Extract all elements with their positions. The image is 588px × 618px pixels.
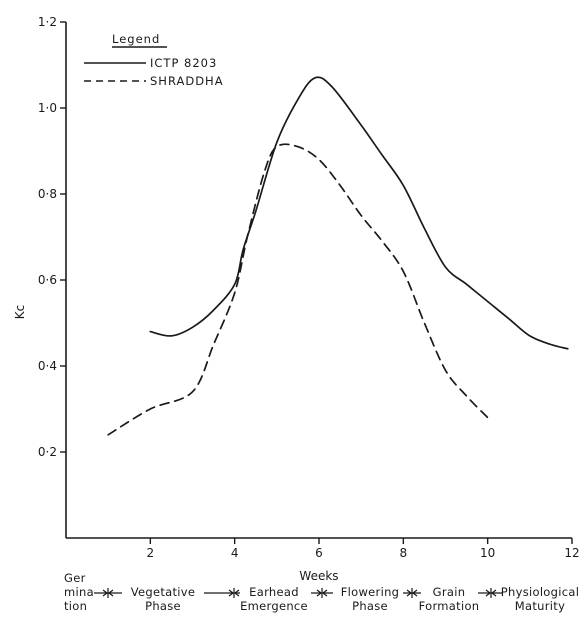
- x-axis-ticks: 2 4 6 8 10 12: [147, 538, 580, 560]
- y-axis-ticks: 0·2 0·4 0·6 0·8 1·0 1·2: [38, 15, 66, 459]
- phase-germination-line-3: tion: [64, 599, 87, 613]
- phase-physiological-line-2: Maturity: [515, 599, 565, 613]
- phase-boundary-arrow-1: [94, 588, 122, 598]
- y-tick-label: 0·6: [38, 273, 57, 287]
- x-tick-label: 4: [231, 546, 239, 560]
- series-line-shraddha: [107, 143, 489, 436]
- phase-earhead-line-1: Earhead: [249, 585, 299, 599]
- legend-title: Legend: [112, 32, 160, 46]
- phase-flowering-line-1: Flowering: [341, 585, 400, 599]
- y-tick-label: 1·0: [38, 101, 57, 115]
- x-tick-label: 12: [564, 546, 579, 560]
- phase-physiological-line-1: Physiological: [501, 585, 579, 599]
- y-tick-label: 1·2: [38, 15, 57, 29]
- series-line-ictp-8203: [149, 76, 569, 350]
- y-tick-label: 0·8: [38, 187, 57, 201]
- y-tick-label: 0·2: [38, 445, 57, 459]
- legend: Legend ICTP 8203 SHRADDHA: [84, 32, 224, 88]
- series-layer: [107, 76, 569, 436]
- y-tick-label: 0·4: [38, 359, 57, 373]
- legend-label-ictp-8203: ICTP 8203: [150, 56, 217, 70]
- y-axis-title: Kc: [13, 305, 27, 319]
- growth-phases: Ger mina tion Vegetative Phase Earhead E…: [64, 571, 579, 613]
- phase-boundary-arrow-3: [311, 588, 333, 598]
- phase-germination-line-1: Ger: [64, 571, 86, 585]
- phase-boundary-arrow-5: [478, 588, 502, 598]
- legend-label-shraddha: SHRADDHA: [150, 74, 224, 88]
- phase-vegetative-line-1: Vegetative: [131, 585, 196, 599]
- phase-earhead-line-2: Emergence: [240, 599, 308, 613]
- x-tick-label: 10: [480, 546, 495, 560]
- x-tick-label: 6: [315, 546, 323, 560]
- x-tick-label: 8: [400, 546, 408, 560]
- x-axis-title: Weeks: [299, 569, 338, 583]
- phase-boundary-arrow-2: [204, 588, 240, 598]
- x-tick-label: 2: [147, 546, 155, 560]
- phase-boundary-arrow-4: [403, 588, 421, 598]
- axes: [65, 22, 572, 539]
- phase-grain-line-1: Grain: [433, 585, 466, 599]
- phase-vegetative-line-2: Phase: [145, 599, 181, 613]
- phase-grain-line-2: Formation: [419, 599, 480, 613]
- phase-germination-line-2: mina: [64, 585, 94, 599]
- phase-flowering-line-2: Phase: [352, 599, 388, 613]
